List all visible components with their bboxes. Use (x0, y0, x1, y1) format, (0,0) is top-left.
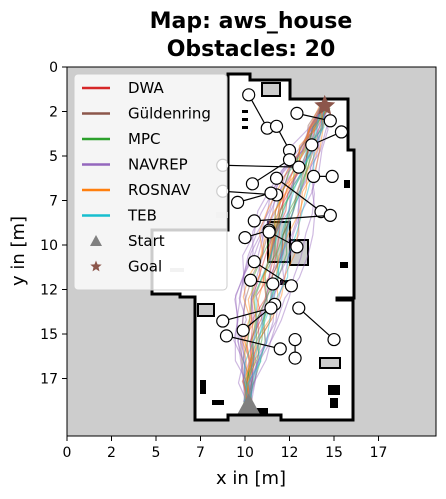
map-block (242, 110, 248, 113)
x-tick-label: 15 (325, 445, 343, 461)
y-tick-label: 2 (49, 105, 58, 121)
obstacle-end-marker (267, 278, 279, 290)
obstacle-start-marker (263, 226, 275, 238)
obstacle-start-marker (217, 315, 229, 327)
y-tick-label: 5 (49, 149, 58, 165)
legend-label: NAVREP (128, 156, 188, 174)
obstacle-end-marker (246, 178, 258, 190)
legend-label: Goal (128, 258, 162, 276)
obstacle-start-marker (248, 256, 260, 268)
obstacle-end-marker (237, 324, 249, 336)
obstacle-end-marker (291, 241, 303, 253)
map-block (344, 180, 350, 188)
y-tick-label: 10 (40, 238, 58, 254)
map-block (200, 380, 206, 394)
obstacle-start-marker (289, 334, 301, 346)
y-tick-label: 17 (40, 372, 58, 388)
x-axis-label: x in [m] (216, 468, 286, 489)
obstacle-end-marker (265, 187, 277, 199)
legend-label: TEB (127, 207, 157, 225)
y-tick-label: 7 (49, 194, 58, 210)
map-block (320, 358, 340, 368)
x-tick-label: 0 (63, 445, 72, 461)
chart-title-line-1: Map: aws_house (150, 9, 353, 34)
map-block (340, 262, 348, 268)
obstacle-end-marker (265, 302, 277, 314)
obstacle-start-marker (271, 172, 283, 184)
obstacle-start-marker (293, 302, 305, 314)
y-tick-label: 12 (40, 283, 58, 299)
obstacle-end-marker (285, 280, 297, 292)
obstacle-start-marker (220, 330, 232, 342)
legend-label: ROSNAV (128, 181, 191, 199)
y-axis-label: y in [m] (8, 216, 29, 286)
legend-label: MPC (128, 130, 160, 148)
obstacle-start-marker (243, 89, 255, 101)
y-tick-label: 15 (40, 327, 58, 343)
obstacle-start-marker (324, 209, 336, 221)
x-tick-label: 7 (196, 445, 205, 461)
x-tick-label: 12 (281, 445, 299, 461)
x-tick-label: 10 (236, 445, 254, 461)
map-block (198, 304, 214, 316)
obstacle-start-marker (232, 196, 244, 208)
obstacle-end-marker (274, 343, 286, 355)
y-tick-label: 0 (49, 60, 58, 76)
obstacle-end-marker (306, 139, 318, 151)
chart-title-line-2: Obstacles: 20 (167, 37, 336, 62)
map-block (212, 400, 224, 405)
obstacle-start-marker (271, 120, 283, 132)
legend-label: Güldenring (128, 105, 211, 123)
x-tick-label: 17 (370, 445, 388, 461)
obstacle-end-marker (289, 352, 301, 364)
obstacle-end-marker (328, 334, 340, 346)
map-block (328, 385, 340, 395)
obstacle-start-marker (291, 107, 303, 119)
y-axis: 0 2 5 7 10 12 15 17 (40, 60, 67, 388)
x-tick-label: 2 (107, 445, 116, 461)
legend-label: Start (128, 232, 165, 250)
x-axis: 0 2 5 7 10 12 15 17 (63, 436, 388, 461)
obstacle-end-marker (326, 170, 338, 182)
obstacle-start-marker (308, 170, 320, 182)
obstacle-start-marker (335, 126, 347, 138)
obstacle-start-marker (284, 154, 296, 166)
x-tick-label: 5 (152, 445, 161, 461)
obstacle-start-marker (239, 232, 251, 244)
map-block (242, 118, 248, 121)
obstacle-end-marker (324, 115, 336, 127)
obstacle-end-marker (248, 215, 260, 227)
map-block (262, 83, 280, 96)
legend-label: DWA (128, 79, 165, 97)
map-block (242, 126, 248, 129)
obstacle-start-marker (245, 274, 257, 286)
legend: DWA Güldenring MPC NAVREP ROSNAV TEB Start Goal (74, 74, 227, 290)
map-block (330, 398, 338, 408)
